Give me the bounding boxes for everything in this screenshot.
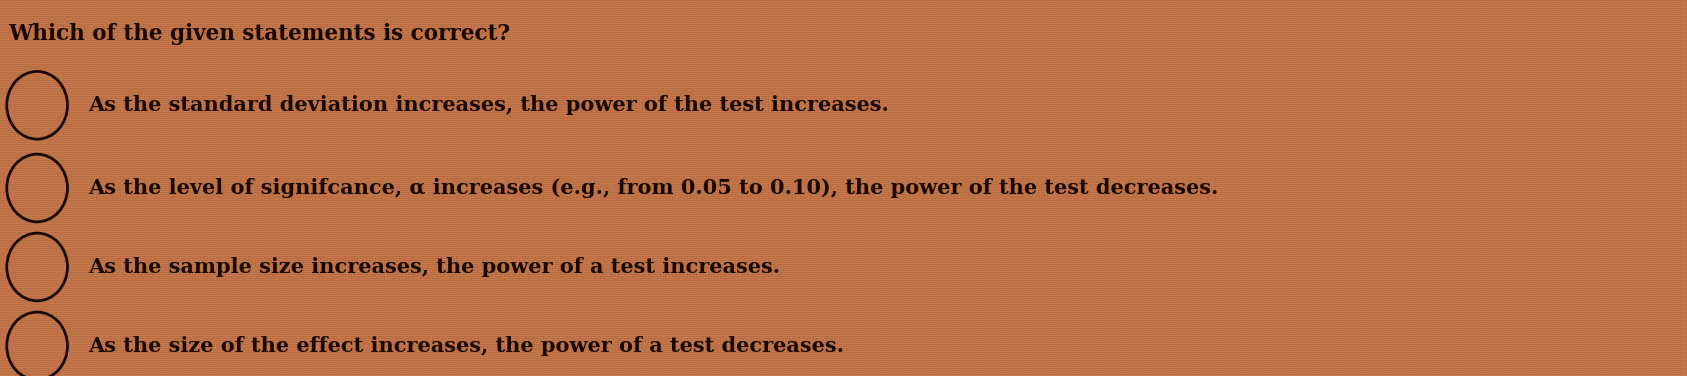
Text: As the standard deviation increases, the power of the test increases.: As the standard deviation increases, the…	[88, 95, 889, 115]
Text: Which of the given statements is correct?: Which of the given statements is correct…	[8, 23, 511, 45]
Text: As the sample size increases, the power of a test increases.: As the sample size increases, the power …	[88, 257, 779, 277]
Text: As the size of the effect increases, the power of a test decreases.: As the size of the effect increases, the…	[88, 336, 844, 356]
Text: As the level of signifcance, α increases (e.g., from 0.05 to 0.10), the power of: As the level of signifcance, α increases…	[88, 178, 1218, 198]
